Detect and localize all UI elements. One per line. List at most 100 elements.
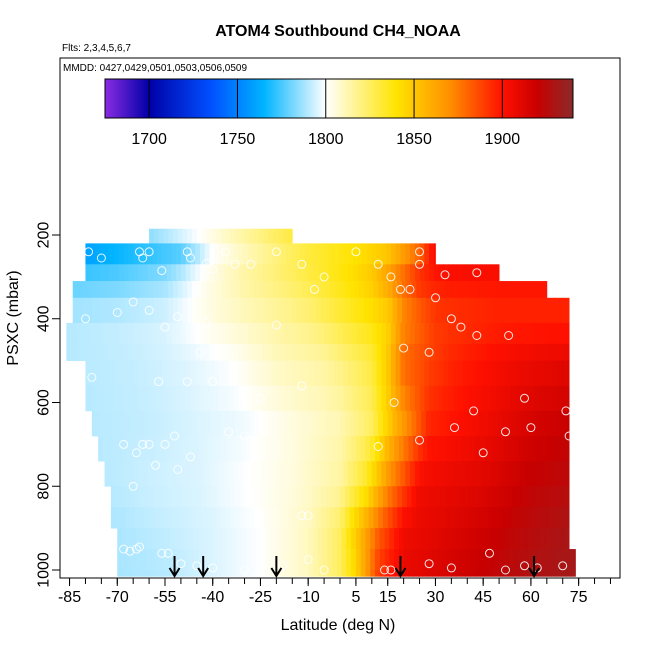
heatmap-cell: [346, 570, 352, 577]
heatmap-cell: [443, 322, 449, 345]
heatmap-cell: [491, 322, 497, 345]
heatmap-cell: [354, 281, 360, 299]
heatmap-cell: [290, 461, 296, 487]
heatmap-cell: [268, 297, 274, 324]
data-point: [160, 322, 170, 332]
heatmap-cell: [195, 343, 201, 362]
heatmap-cell: [207, 528, 214, 550]
heatmap-cell: [274, 528, 280, 550]
heatmap-cell: [534, 322, 540, 345]
heatmap-cell: [250, 570, 257, 577]
heatmap-cell: [433, 385, 440, 412]
heatmap-cell: [244, 410, 250, 437]
heatmap-cell: [149, 228, 155, 244]
heatmap-cell: [446, 436, 452, 462]
colorbar-ticks: 1700 1750 1800 1850 1900: [131, 79, 520, 148]
heatmap-cell: [518, 549, 524, 571]
heatmap-cell: [438, 461, 444, 487]
x-axis-tick-label: 45: [474, 589, 492, 606]
heatmap-cell: [222, 528, 228, 550]
heatmap-cell: [400, 243, 406, 265]
heatmap-cell: [196, 297, 202, 324]
heatmap-cell: [185, 264, 191, 282]
heatmap-cell: [198, 549, 204, 571]
heatmap-cell: [300, 461, 306, 487]
heatmap-cell: [104, 264, 110, 282]
heatmap-cell: [254, 281, 260, 299]
heatmap-cell: [166, 385, 172, 412]
heatmap-cell: [452, 385, 459, 412]
heatmap-cell: [354, 486, 360, 508]
heatmap-cell: [557, 343, 564, 362]
heatmap-cell: [185, 243, 191, 265]
heatmap-cell: [166, 322, 172, 345]
heatmap-cell: [347, 385, 354, 412]
heatmap-cell: [542, 549, 548, 571]
heatmap-cell: [263, 486, 269, 508]
heatmap-cell: [371, 343, 377, 362]
heatmap-cell: [545, 281, 548, 299]
heatmap-cell: [524, 322, 530, 345]
heatmap-cell: [160, 436, 166, 462]
heatmap-cell: [96, 297, 102, 324]
heatmap-cell: [166, 343, 172, 362]
heatmap-cell: [195, 360, 201, 387]
heatmap-cell: [511, 410, 517, 437]
heatmap-cell: [486, 385, 492, 412]
heatmap-cell: [134, 507, 140, 529]
heatmap-cell: [362, 264, 368, 282]
heatmap-cell: [467, 343, 473, 362]
heatmap-cell: [144, 410, 150, 437]
heatmap-cell: [532, 528, 538, 550]
heatmap-cell: [324, 322, 330, 345]
data-point: [504, 331, 514, 340]
heatmap-field: [66, 228, 576, 577]
heatmap-cell: [551, 528, 557, 550]
heatmap-cell: [254, 486, 260, 508]
heatmap-cell: [126, 549, 132, 571]
heatmap-cell: [75, 343, 82, 362]
heatmap-cell: [277, 281, 284, 299]
heatmap-cell: [508, 528, 514, 550]
data-point: [456, 322, 466, 332]
heatmap-cell: [104, 461, 110, 487]
heatmap-cell: [85, 243, 91, 265]
heatmap-cell: [176, 343, 182, 362]
heatmap-cell: [473, 507, 479, 529]
heatmap-cell: [561, 528, 567, 550]
heatmap-cell: [273, 507, 279, 529]
heatmap-cell: [165, 436, 171, 462]
x-axis-tick-label: -10: [297, 589, 320, 606]
heatmap-cell: [314, 360, 320, 387]
heatmap-cell: [295, 461, 301, 487]
heatmap-cell: [392, 507, 398, 529]
heatmap-cell: [416, 486, 422, 508]
heatmap-cell: [508, 549, 514, 571]
heatmap-cell: [559, 507, 565, 529]
heatmap-cell: [489, 528, 495, 550]
heatmap-cell: [281, 461, 287, 487]
heatmap-cell: [134, 281, 140, 299]
heatmap-cell: [500, 385, 506, 412]
heatmap-cell: [417, 528, 424, 550]
heatmap-cell: [324, 343, 330, 362]
heatmap-cell: [249, 507, 255, 529]
heatmap-cell: [263, 507, 269, 529]
heatmap-cell: [338, 343, 344, 362]
heatmap-cell: [292, 507, 298, 529]
heatmap-cell: [155, 570, 161, 577]
heatmap-cell: [179, 436, 185, 462]
heatmap-cell: [231, 549, 237, 571]
heatmap-cell: [101, 297, 107, 324]
heatmap-cell: [182, 281, 188, 299]
heatmap-cell: [285, 360, 292, 387]
heatmap-cell: [386, 385, 392, 412]
heatmap-cell: [535, 410, 541, 437]
heatmap-cell: [527, 528, 533, 550]
heatmap-cell: [515, 343, 521, 362]
heatmap-cell: [354, 507, 360, 529]
heatmap-cell: [263, 281, 269, 299]
heatmap-cell: [249, 281, 255, 299]
heatmap-cell: [158, 507, 164, 529]
heatmap-cell: [492, 507, 498, 529]
